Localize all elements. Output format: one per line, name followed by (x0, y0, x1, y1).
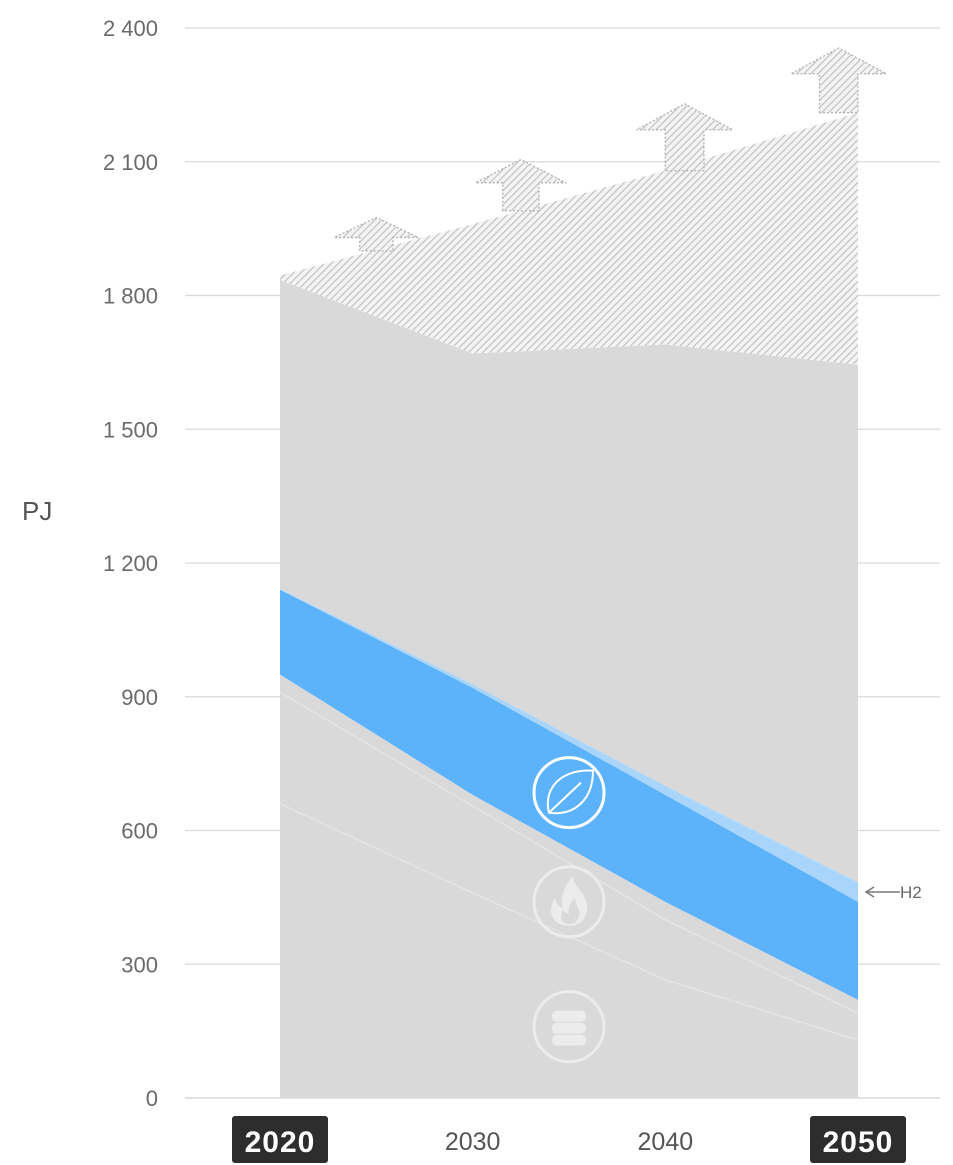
growth-arrow (790, 47, 887, 114)
annotation-label-h2: H2 (900, 883, 922, 902)
area-icons (532, 756, 606, 1064)
growth-arrows (334, 47, 887, 252)
y-tick-label: 1 800 (103, 284, 158, 309)
growth-arrow (334, 216, 419, 252)
annotations: H2 (864, 883, 922, 902)
icon-ring (532, 756, 606, 830)
y-tick-label: 300 (121, 952, 158, 977)
x-tick-label: 2040 (638, 1128, 694, 1156)
stacked-areas (280, 112, 858, 1098)
y-tick-label: 600 (121, 819, 158, 844)
y-tick-label: 1 200 (103, 551, 158, 576)
y-tick-label: 2 400 (103, 16, 158, 41)
faint-boundary-line (279, 691, 859, 1014)
x-tick-label: 2050 (823, 1126, 894, 1159)
flame-icon (532, 865, 606, 939)
database-disk (552, 1034, 586, 1046)
x-tick-label: 2020 (245, 1126, 316, 1159)
database-icon (532, 990, 606, 1064)
y-tick-label: 2 100 (103, 150, 158, 175)
icon-ring (532, 865, 606, 939)
growth-arrow (636, 102, 733, 172)
database-disk (552, 1010, 586, 1022)
y-tick-label: 1 500 (103, 417, 158, 442)
leaf-icon (532, 756, 606, 830)
x-axis-ticks: 2020 2030 2040 2050 (232, 1116, 906, 1163)
icon-ring (532, 990, 606, 1064)
y-axis-label: PJ (22, 496, 52, 526)
area-hatched (280, 112, 858, 365)
y-tick-label: 0 (146, 1086, 158, 1111)
area-upper-grey (280, 279, 858, 883)
growth-arrow (475, 158, 567, 212)
y-tick-label: 900 (121, 685, 158, 710)
y-axis-ticks: 0 300 600 900 1 200 1 500 1 800 2 100 2 400 (103, 16, 158, 1111)
leaf-shape (546, 769, 595, 815)
flame-inner (561, 897, 580, 924)
database-disk (552, 1022, 586, 1034)
x-tick-highlight-box (232, 1116, 328, 1163)
leaf-vein (548, 781, 582, 814)
x-tick-label: 2030 (445, 1128, 501, 1156)
x-tick-highlight-box (810, 1116, 906, 1163)
annotation-arrow-head (864, 886, 875, 898)
